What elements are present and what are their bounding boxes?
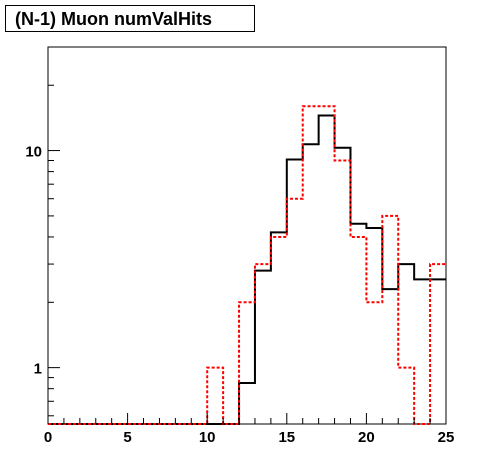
x-tick-label: 10	[199, 429, 216, 446]
histogram-series-layer	[48, 105, 446, 425]
chart-title-box: (N-1) Muon numValHits	[5, 5, 255, 32]
chart-title: (N-1) Muon numValHits	[15, 9, 212, 29]
x-tick-label: 25	[438, 429, 455, 446]
histogram-series-dashed	[48, 105, 446, 425]
histogram-series-solid	[48, 114, 446, 425]
x-tick-label: 15	[278, 429, 295, 446]
axis-layer: 0 5 10 15 20 25 1 10	[25, 46, 455, 446]
x-tick-label: 0	[44, 429, 52, 446]
x-tick-label: 20	[358, 429, 375, 446]
y-tick-label: 1	[34, 361, 42, 378]
x-tick-label: 5	[123, 429, 131, 446]
y-tick-label: 10	[25, 144, 42, 161]
plot-frame	[47, 46, 447, 425]
